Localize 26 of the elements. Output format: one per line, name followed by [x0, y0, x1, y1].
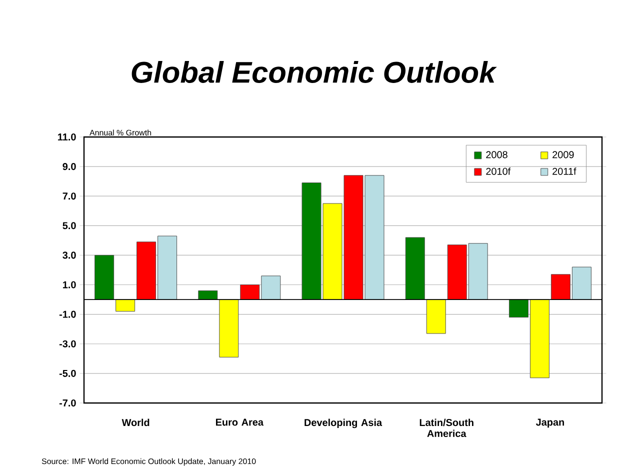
x-tick-label: World — [122, 418, 150, 426]
bar — [116, 299, 136, 312]
y-tick-label: 7.0 — [62, 192, 76, 200]
y-tick-label: -7.0 — [59, 399, 76, 407]
bar — [198, 290, 218, 300]
y-tick-label: 9.0 — [62, 163, 76, 170]
chart-title: Global Economic Outlook — [132, 61, 497, 83]
x-tick-label: Developing Asia — [304, 418, 382, 428]
legend-label: 2011f — [552, 168, 576, 175]
y-tick-label: 11.0 — [58, 133, 76, 141]
y-tick-label: 3.0 — [62, 252, 76, 259]
bar — [94, 254, 114, 300]
bar — [426, 299, 446, 334]
y-tick-label: 1.0 — [63, 281, 76, 288]
x-tick-label: Euro Area — [216, 418, 264, 426]
y-tick-label: -5.0 — [59, 370, 76, 377]
bar — [405, 237, 425, 300]
y-tick-label: -3.0 — [59, 340, 76, 348]
x-tick-label: Latin/South America — [420, 418, 474, 438]
bar — [219, 299, 239, 358]
legend-label: 2008 — [486, 151, 508, 158]
legend-label: 2009 — [552, 151, 574, 158]
y-tick-label: -1.0 — [59, 310, 76, 318]
y-tick-label: 5.0 — [62, 222, 76, 230]
x-tick-label: Japan — [536, 418, 564, 428]
legend-label: 2010f — [486, 168, 511, 175]
